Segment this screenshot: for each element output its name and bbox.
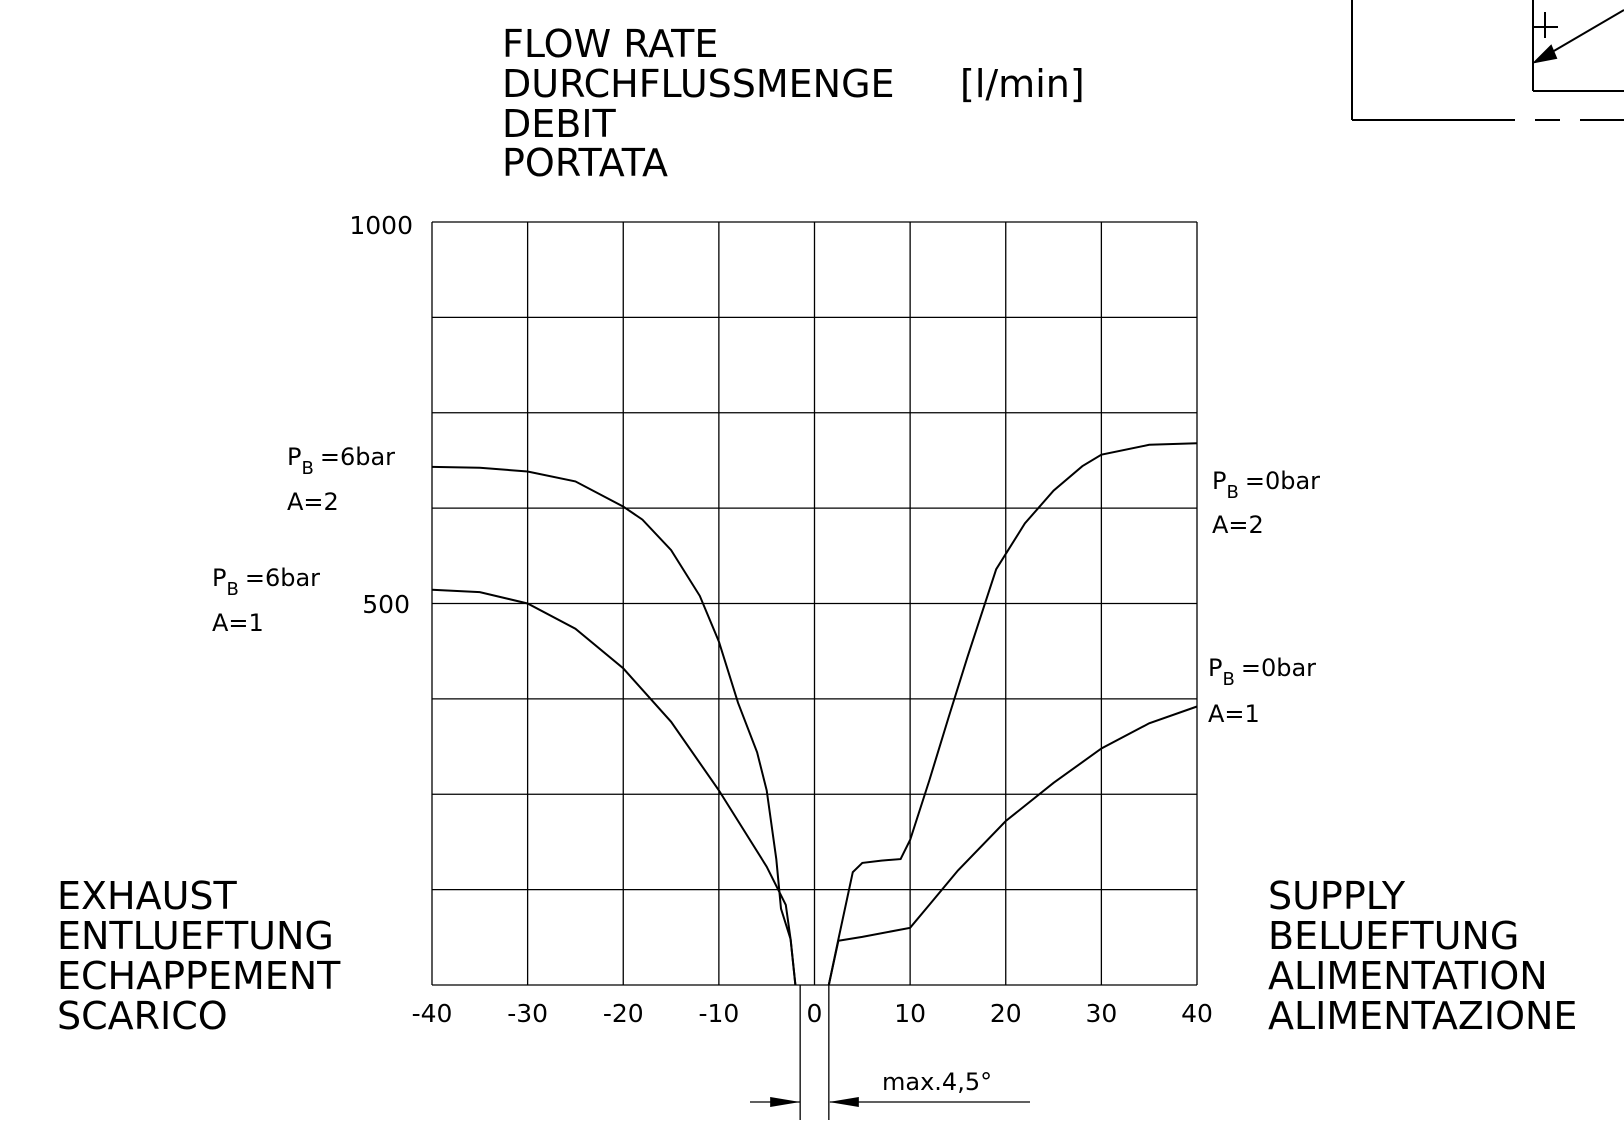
deadband-dimension — [750, 985, 1030, 1120]
x-tick-label: 40 — [1181, 999, 1213, 1028]
y-tick-labels: 1000 500 — [349, 211, 413, 619]
y-title-line-1: FLOW RATE — [502, 22, 718, 66]
x-tick-label: -40 — [412, 999, 453, 1028]
y-tick-label-500: 500 — [362, 590, 410, 619]
y-axis-title: FLOW RATE DURCHFLUSSMENGE DEBIT PORTATA … — [502, 22, 1085, 185]
label-a: A=2 — [287, 488, 339, 516]
y-unit-label: [l/min] — [960, 62, 1085, 106]
y-title-line-3: DEBIT — [502, 102, 617, 146]
exhaust-line-4: SCARICO — [57, 994, 228, 1038]
exhaust-line-3: ECHAPPEMENT — [57, 954, 341, 998]
series-label-pb0-a1: PB =0bar A=1 — [1208, 654, 1316, 728]
supply-line-1: SUPPLY — [1268, 874, 1406, 918]
supply-label: SUPPLY BELUEFTUNG ALIMENTATION ALIMENTAZ… — [1268, 874, 1577, 1038]
series-curves — [431, 442, 1198, 986]
label-sub: B — [1222, 669, 1234, 690]
label-a: A=2 — [1212, 511, 1264, 539]
label-p: P — [212, 564, 226, 592]
curve-pb0-a1 — [827, 705, 1198, 986]
series-label-pb6-a1: PB =6bar A=1 — [212, 564, 320, 637]
valve-symbol-fragment — [1351, 0, 1624, 121]
svg-text:PB=6bar: PB =6bar — [212, 564, 320, 600]
label-sub: B — [1226, 482, 1238, 503]
x-tick-label: 0 — [807, 999, 823, 1028]
series-label-pb6-a2: PB =6bar A=2 — [287, 443, 395, 516]
label-p: P — [287, 443, 301, 471]
label-sub: B — [226, 579, 238, 600]
supply-line-3: ALIMENTATION — [1268, 954, 1548, 998]
chart-grid — [431, 221, 1198, 986]
curve-pb0-a2 — [827, 442, 1198, 986]
exhaust-line-2: ENTLUEFTUNG — [57, 914, 334, 958]
y-title-line-4: PORTATA — [502, 141, 668, 185]
supply-line-4: ALIMENTAZIONE — [1268, 994, 1577, 1038]
exhaust-line-1: EXHAUST — [57, 874, 238, 918]
label-value: =0bar — [1245, 467, 1320, 495]
exhaust-label: EXHAUST ENTLUEFTUNG ECHAPPEMENT SCARICO — [57, 874, 341, 1038]
label-value: =6bar — [320, 443, 395, 471]
label-a: A=1 — [1208, 700, 1260, 728]
x-tick-label: 10 — [894, 999, 926, 1028]
y-tick-label-1000: 1000 — [349, 211, 413, 240]
x-tick-label: -20 — [603, 999, 644, 1028]
x-tick-label: 30 — [1085, 999, 1117, 1028]
svg-text:PB=0bar: PB =0bar — [1208, 654, 1316, 690]
deadband-annotation: max.4,5° — [882, 1068, 992, 1096]
x-tick-label: -30 — [507, 999, 548, 1028]
svg-text:PB=0bar: PB =0bar — [1212, 467, 1320, 503]
label-p: P — [1208, 654, 1222, 682]
series-label-pb0-a2: PB =0bar A=2 — [1212, 467, 1320, 539]
x-tick-labels: -40 -30 -20 -10 0 10 20 30 40 — [412, 999, 1213, 1028]
label-a: A=1 — [212, 609, 264, 637]
curve-pb6-a1 — [431, 588, 797, 986]
label-p: P — [1212, 467, 1226, 495]
x-tick-label: -10 — [698, 999, 739, 1028]
y-title-line-2: DURCHFLUSSMENGE — [502, 62, 895, 106]
label-value: =6bar — [245, 564, 320, 592]
label-sub: B — [301, 458, 313, 479]
label-value: =0bar — [1241, 654, 1316, 682]
svg-text:PB=6bar: PB =6bar — [287, 443, 395, 479]
curve-pb6-a2 — [431, 465, 797, 986]
supply-line-2: BELUEFTUNG — [1268, 914, 1519, 958]
x-tick-label: 20 — [990, 999, 1022, 1028]
